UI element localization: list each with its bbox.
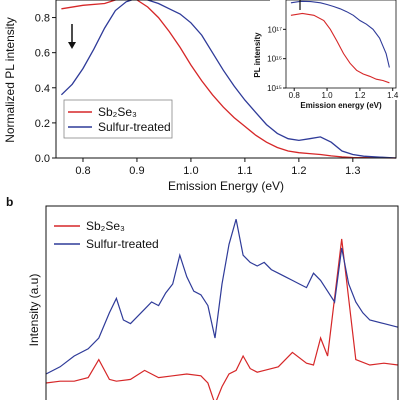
- panel-a-inset-chart: 0.8 1.0 1.2 1.4 10¹⁵ 10¹⁶ 10¹⁷ Emission energ…: [253, 0, 399, 110]
- panel-a-series-sb2se3: [61, 0, 397, 159]
- panel-a-x-tick-label: 1.2: [291, 165, 306, 177]
- inset-y-tick-label: 10¹⁵: [267, 84, 282, 93]
- inset-x-label: Emission energy (eV): [300, 101, 382, 110]
- panel-a-legend-label-sulfur: Sulfur-treated: [98, 120, 171, 134]
- inset-y-tick-label: 10¹⁷: [268, 25, 283, 34]
- inset-x-tick-label: 0.8: [289, 91, 301, 100]
- inset-series-sulfur-treated: [290, 0, 390, 68]
- panel-a-series-sulfur-treated: [60, 0, 397, 159]
- panel-b-legend-label-sulfur: Sulfur-treated: [86, 237, 159, 251]
- inset-x-tick-label: 1.2: [354, 91, 366, 100]
- inset-y-label: PL intensity: [253, 32, 262, 78]
- panel-a-x-tick-label: 0.9: [129, 165, 144, 177]
- panel-b-legend-label-sb2se3: Sb₂Se₃: [86, 219, 125, 233]
- panel-b-series-sb2se3: [45, 238, 399, 400]
- panel-b-chart: Intensity (a.u) Sb₂Se₃ Sulfur-treated: [27, 205, 399, 400]
- panel-b-frame: [45, 205, 399, 400]
- panel-a-y-tick-label: 0.0: [35, 153, 50, 165]
- panel-a-chart: 0.8 0.9 1.0 1.1 1.2 1.3 0.0 0.2 0.4 0.6 0.8 Emiss…: [3, 0, 397, 193]
- panel-a-legend: Sb₂Se₃ Sulfur-treated: [63, 99, 173, 139]
- panel-a-x-tick-label: 1.0: [183, 165, 198, 177]
- panel-a-y-label: Normalized PL intensity: [3, 17, 17, 143]
- panel-b-y-label: Intensity (a.u): [27, 274, 41, 347]
- panel-a-y-tick-label: 0.2: [35, 118, 50, 130]
- inset-frame: [285, 0, 397, 89]
- panel-b-legend: Sb₂Se₃ Sulfur-treated: [54, 219, 159, 251]
- panel-a-y-tick-label: 0.4: [35, 83, 50, 95]
- inset-x-tick-label: 1.0: [321, 91, 333, 100]
- panel-a-y-tick-label: 0.6: [35, 48, 50, 60]
- panel-a-x-label: Emission Energy (eV): [168, 179, 284, 193]
- inset-x-tick-label: 1.4: [387, 91, 399, 100]
- inset-background: [270, 0, 398, 100]
- panel-b-series-sulfur-treated: [45, 219, 399, 375]
- panel-a-down-arrow: [68, 24, 76, 49]
- inset-series-sb2se3: [290, 12, 390, 84]
- panel-a-legend-box: [63, 99, 173, 139]
- panel-a-y-tick-label: 0.8: [35, 13, 50, 25]
- panel-a-legend-label-sb2se3: Sb₂Se₃: [98, 105, 137, 119]
- panel-a-x-tick-label: 1.3: [345, 165, 360, 177]
- panel-b-label: b: [6, 195, 13, 209]
- panel-a-x-tick-label: 1.1: [237, 165, 252, 177]
- inset-y-tick-label: 10¹⁶: [267, 55, 282, 64]
- panel-a-x-tick-label: 0.8: [75, 165, 90, 177]
